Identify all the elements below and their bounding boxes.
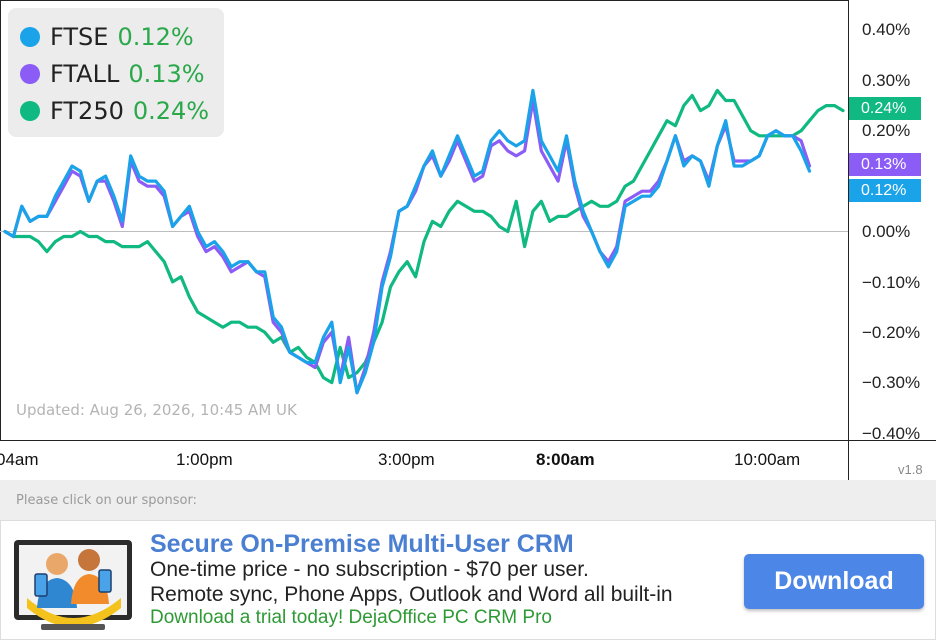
x-tick-label: 8:00am	[536, 450, 595, 469]
series-line-ft250	[3, 88, 845, 385]
y-tick-label: −0.30%	[862, 373, 921, 392]
ad-line: Remote sync, Phone Apps, Outlook and Wor…	[150, 583, 673, 606]
y-tick-label: 0.20%	[862, 121, 911, 140]
y-tick-label: −0.20%	[862, 323, 921, 342]
legend-item-ft250[interactable]: FT250 0.24%	[8, 92, 224, 129]
ad-line: One-time price - no subscription - $70 p…	[150, 558, 589, 581]
legend-dot-ftall	[20, 63, 40, 84]
legend: FTSE 0.12% FTALL 0.13% FT250 0.24%	[8, 8, 224, 137]
y-tick-label: −0.40%	[862, 424, 921, 443]
ad-title[interactable]: Secure On-Premise Multi-User CRM	[150, 530, 574, 558]
series-line-ftse	[3, 88, 812, 395]
end-badge-ft250: 0.24%	[849, 97, 921, 120]
x-tick-label: 10:00am	[734, 450, 801, 469]
sponsor-caption: Please click on our sponsor:	[16, 493, 197, 508]
sponsor-ad[interactable]: Secure On-Premise Multi-User CRM One-tim…	[0, 520, 936, 640]
legend-item-ftse[interactable]: FTSE 0.12%	[8, 18, 224, 55]
ad-cta-text[interactable]: Download a trial today! DejaOffice PC CR…	[150, 607, 552, 628]
end-badge-ftall: 0.13%	[849, 153, 921, 176]
legend-dot-ftse	[20, 26, 40, 47]
legend-dot-ft250	[20, 100, 40, 121]
y-tick-label: 0.40%	[862, 20, 911, 39]
end-badge-ftse: 0.12%	[849, 179, 921, 202]
legend-name: FTSE	[50, 22, 109, 51]
legend-pct: 0.13%	[128, 59, 205, 88]
x-tick-label: 3:00pm	[378, 450, 435, 469]
line-chart[interactable]	[0, 0, 936, 480]
x-tick-label: 04am	[0, 450, 39, 469]
y-tick-label: 0.30%	[862, 71, 911, 90]
chart-area: FTSE 0.12% FTALL 0.13% FT250 0.24% Updat…	[0, 0, 936, 480]
updated-timestamp: Updated: Aug 26, 2026, 10:45 AM UK	[16, 401, 297, 419]
sponsor-area: Please click on our sponsor: Secure On-P…	[0, 480, 936, 640]
legend-pct: 0.12%	[117, 22, 194, 51]
y-tick-label: 0.00%	[862, 222, 911, 241]
y-tick-label: −0.10%	[862, 273, 921, 292]
crm-people-phone-icon[interactable]	[13, 538, 135, 634]
download-button[interactable]: Download	[744, 554, 924, 609]
legend-item-ftall[interactable]: FTALL 0.13%	[8, 55, 224, 92]
version-label: v1.8	[898, 462, 923, 477]
x-tick-label: 1:00pm	[176, 450, 233, 469]
legend-name: FTALL	[50, 59, 120, 88]
legend-pct: 0.24%	[132, 96, 210, 125]
legend-name: FT250	[50, 96, 124, 125]
